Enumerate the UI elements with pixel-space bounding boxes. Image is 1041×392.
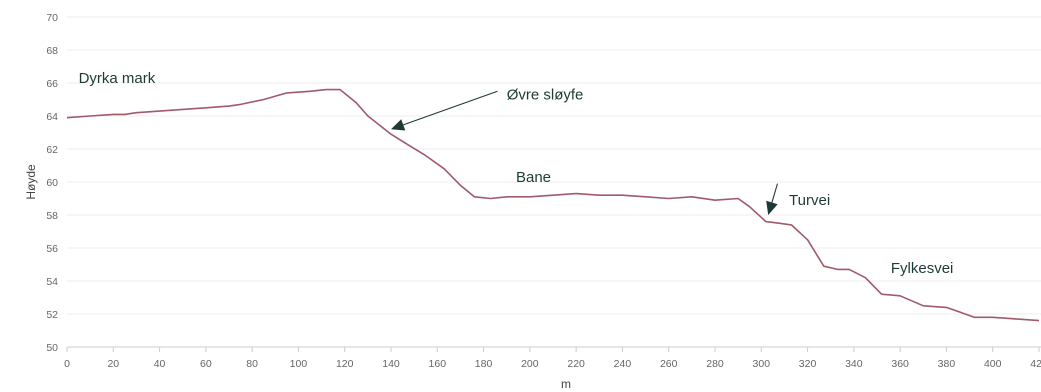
- x-tick-label: 260: [660, 358, 678, 370]
- x-tick-label: 340: [845, 358, 863, 370]
- y-tick-label: 66: [46, 78, 58, 90]
- x-tick-label: 80: [246, 358, 258, 370]
- annotation-label: Fylkesvei: [891, 260, 954, 277]
- x-tick-label: 60: [200, 358, 212, 370]
- annotation-layer: Dyrka mark Øvre sløyfe Bane Turvei Fylkesvei: [79, 70, 954, 277]
- grid-layer: [67, 16, 1041, 315]
- x-tick-label: 240: [614, 358, 632, 370]
- x-tick-label: 280: [706, 358, 724, 370]
- x-tick-label: 360: [891, 358, 909, 370]
- axis-layer: 50 52 54 56 58 60 62 64 66 68 70 0 20 40 60 80 100 120 140…: [46, 12, 1041, 370]
- series-layer: [66, 88, 1040, 322]
- x-tick-label: 20: [107, 358, 119, 370]
- y-tick-label: 50: [46, 342, 58, 354]
- y-tick-label: 54: [46, 276, 58, 288]
- annotation-label: Dyrka mark: [79, 70, 156, 87]
- x-tick-label: 160: [429, 358, 447, 370]
- annotation-label: Turvei: [789, 192, 830, 209]
- annotation-arrow-line: [771, 183, 779, 203]
- annotation-label: Øvre sløyfe: [507, 87, 584, 104]
- x-tick-label: 320: [799, 358, 817, 370]
- y-tick-label: 52: [46, 309, 58, 321]
- x-tick-label: 0: [64, 358, 70, 370]
- x-tick-label: 400: [984, 358, 1002, 370]
- x-tick-label: 220: [567, 358, 585, 370]
- annotation-arrowhead: [766, 200, 778, 215]
- x-tick-label: 200: [521, 358, 539, 370]
- x-tick-label: 140: [382, 358, 400, 370]
- annotation-label: Bane: [516, 169, 551, 186]
- x-tick-label: 300: [753, 358, 771, 370]
- y-tick-label: 68: [46, 45, 58, 57]
- x-tick-label: 180: [475, 358, 493, 370]
- annotation-arrowhead: [391, 119, 406, 131]
- y-tick-label: 64: [46, 111, 58, 123]
- elevation-line: [66, 88, 1040, 322]
- x-tick-label: 120: [336, 358, 354, 370]
- y-tick-label: 58: [46, 210, 58, 222]
- x-tick-label: 380: [938, 358, 956, 370]
- y-tick-label: 56: [46, 243, 58, 255]
- annotation-arrow-line: [403, 90, 498, 126]
- y-axis-title: Høyde: [24, 164, 38, 200]
- y-tick-label: 60: [46, 177, 58, 189]
- x-tick-label: 420: [1030, 358, 1041, 370]
- x-tick-label: 100: [290, 358, 308, 370]
- x-tick-label: 40: [154, 358, 166, 370]
- y-tick-label: 62: [46, 144, 58, 156]
- x-axis-title: m: [561, 377, 571, 391]
- y-tick-label: 70: [46, 12, 58, 24]
